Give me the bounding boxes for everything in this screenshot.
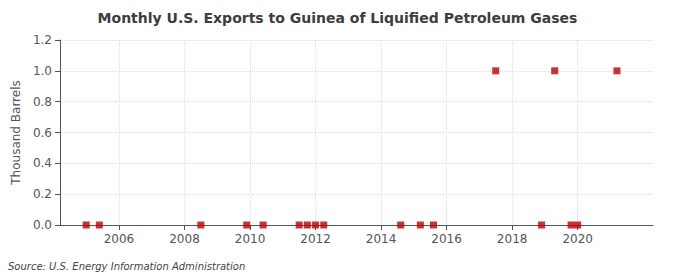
svg-text:Monthly U.S. Exports to Guinea: Monthly U.S. Exports to Guinea of Liquif… <box>98 10 578 26</box>
svg-text:Source: U.S. Energy Informatio: Source: U.S. Energy Information Administ… <box>8 261 245 272</box>
svg-text:2020: 2020 <box>562 232 593 246</box>
svg-text:2016: 2016 <box>431 232 462 246</box>
svg-text:2014: 2014 <box>366 232 397 246</box>
svg-text:0.6: 0.6 <box>33 126 52 140</box>
svg-text:1.0: 1.0 <box>33 64 52 78</box>
svg-text:2010: 2010 <box>235 232 266 246</box>
svg-text:0.2: 0.2 <box>33 187 52 201</box>
svg-text:0.8: 0.8 <box>33 95 52 109</box>
svg-text:1.2: 1.2 <box>33 33 52 47</box>
svg-text:0.4: 0.4 <box>33 156 52 170</box>
svg-text:2018: 2018 <box>497 232 528 246</box>
svg-text:2008: 2008 <box>169 232 200 246</box>
svg-text:0.0: 0.0 <box>33 218 52 232</box>
svg-text:2012: 2012 <box>300 232 331 246</box>
svg-text:2006: 2006 <box>104 232 135 246</box>
svg-text:Thousand Barrels: Thousand Barrels <box>9 80 23 185</box>
